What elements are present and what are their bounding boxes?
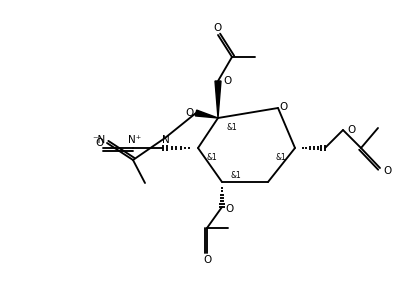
- Text: O: O: [226, 204, 234, 214]
- Text: &1: &1: [276, 154, 286, 162]
- Text: O: O: [223, 76, 231, 86]
- Text: N: N: [162, 135, 170, 145]
- Text: O: O: [347, 125, 355, 135]
- Polygon shape: [215, 81, 221, 118]
- Text: O: O: [203, 255, 211, 265]
- Text: O: O: [279, 102, 287, 112]
- Text: O: O: [384, 166, 392, 176]
- Text: O: O: [185, 108, 193, 118]
- Text: &1: &1: [227, 124, 237, 132]
- Text: O: O: [214, 23, 222, 33]
- Text: &1: &1: [207, 154, 217, 162]
- Text: N⁺: N⁺: [128, 135, 142, 145]
- Text: &1: &1: [231, 171, 241, 181]
- Polygon shape: [196, 110, 218, 118]
- Text: ⁻N: ⁻N: [93, 135, 106, 145]
- Text: O: O: [96, 138, 104, 148]
